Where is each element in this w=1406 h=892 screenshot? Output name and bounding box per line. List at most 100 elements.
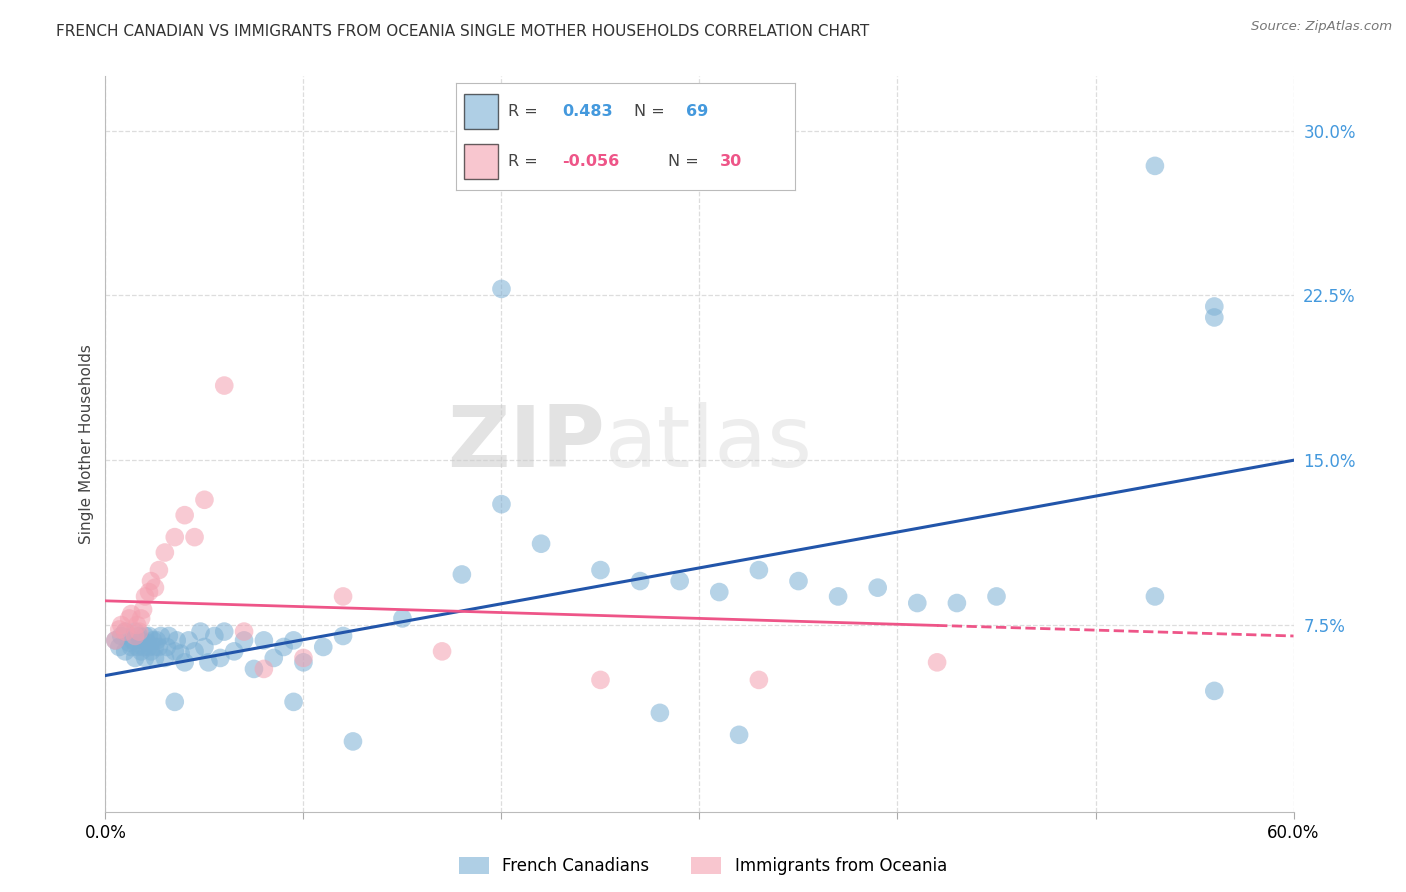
Point <box>748 563 770 577</box>
Point <box>986 590 1008 604</box>
Point <box>163 695 186 709</box>
Point <box>173 508 195 523</box>
Point <box>628 574 651 588</box>
Point <box>709 585 731 599</box>
Point <box>108 640 131 654</box>
Point <box>153 651 176 665</box>
Point <box>430 644 453 658</box>
Point <box>450 567 472 582</box>
Point <box>138 640 160 654</box>
Point <box>134 651 156 665</box>
Point <box>173 656 195 670</box>
Point <box>1143 590 1166 604</box>
Point <box>118 611 141 625</box>
Point <box>128 624 150 639</box>
Point <box>283 695 305 709</box>
Point <box>120 640 142 654</box>
Point <box>128 629 150 643</box>
Point <box>149 629 172 643</box>
Point <box>648 706 671 720</box>
Point <box>342 734 364 748</box>
Point <box>134 590 156 604</box>
Point <box>224 644 246 658</box>
Point <box>233 624 256 639</box>
Point <box>1204 684 1226 698</box>
Point <box>129 633 152 648</box>
Point <box>292 651 315 665</box>
Point <box>905 596 928 610</box>
Point <box>233 633 256 648</box>
Point <box>122 633 145 648</box>
Point <box>163 530 186 544</box>
Point <box>114 624 136 639</box>
Point <box>292 656 315 670</box>
Point <box>491 497 513 511</box>
Point <box>136 635 159 649</box>
Point <box>118 635 141 649</box>
Point <box>124 651 146 665</box>
Point <box>925 656 948 670</box>
Point <box>139 574 162 588</box>
Point <box>946 596 969 610</box>
Point <box>177 633 200 648</box>
Point <box>153 545 176 559</box>
Point <box>127 618 149 632</box>
Point <box>110 629 132 643</box>
Point <box>129 644 152 658</box>
Point <box>124 624 146 639</box>
Point <box>132 602 155 616</box>
Point <box>193 492 215 507</box>
Point <box>127 640 149 654</box>
Point <box>104 633 127 648</box>
Point <box>214 378 236 392</box>
Point <box>183 530 205 544</box>
Point <box>108 623 131 637</box>
Point <box>273 640 295 654</box>
Point <box>143 651 166 665</box>
Point <box>1204 300 1226 314</box>
Point <box>156 640 179 654</box>
Point <box>1204 310 1226 325</box>
Point <box>138 585 160 599</box>
Legend: French Canadians, Immigrants from Oceania: French Canadians, Immigrants from Oceani… <box>453 850 953 882</box>
Point <box>148 640 170 654</box>
Point <box>202 629 225 643</box>
Y-axis label: Single Mother Households: Single Mother Households <box>79 343 94 544</box>
Point <box>148 563 170 577</box>
Point <box>166 633 188 648</box>
Point <box>139 644 162 658</box>
Point <box>253 662 276 676</box>
Point <box>114 644 136 658</box>
Point <box>143 581 166 595</box>
Point <box>530 537 553 551</box>
Point <box>214 624 236 639</box>
Point <box>787 574 810 588</box>
Point <box>114 624 136 639</box>
Point <box>332 590 354 604</box>
Text: atlas: atlas <box>605 402 813 485</box>
Point <box>183 644 205 658</box>
Point <box>157 629 180 643</box>
Point <box>138 629 160 643</box>
Point <box>491 282 513 296</box>
Point <box>193 640 215 654</box>
Point <box>142 633 165 648</box>
Point <box>170 647 193 661</box>
Point <box>129 611 152 625</box>
Text: Source: ZipAtlas.com: Source: ZipAtlas.com <box>1251 20 1392 33</box>
Point <box>190 624 212 639</box>
Point <box>312 640 335 654</box>
Point <box>668 574 690 588</box>
Point <box>243 662 266 676</box>
Point <box>866 581 889 595</box>
Point <box>827 590 849 604</box>
Point <box>589 673 612 687</box>
Point <box>728 728 751 742</box>
Text: FRENCH CANADIAN VS IMMIGRANTS FROM OCEANIA SINGLE MOTHER HOUSEHOLDS CORRELATION : FRENCH CANADIAN VS IMMIGRANTS FROM OCEAN… <box>56 24 869 39</box>
Point <box>146 633 169 648</box>
Point <box>110 618 132 632</box>
Point <box>134 629 156 643</box>
Point <box>209 651 232 665</box>
Point <box>1143 159 1166 173</box>
Point <box>283 633 305 648</box>
